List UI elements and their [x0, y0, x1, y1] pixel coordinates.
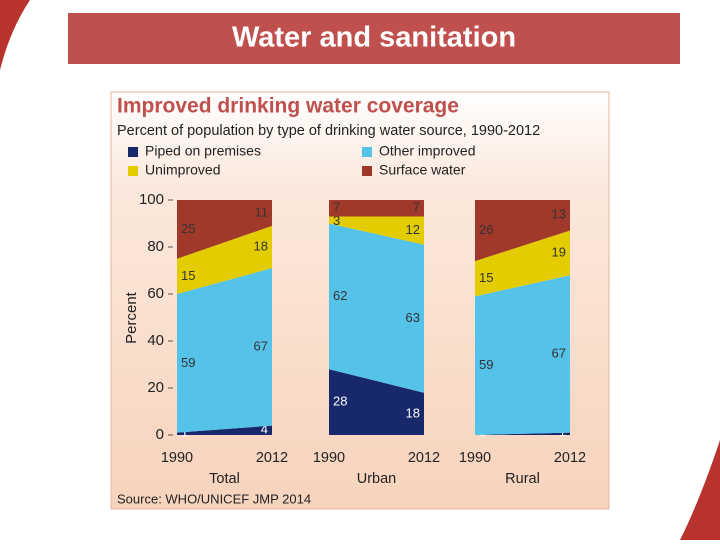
y-tick-label: 40	[147, 332, 164, 349]
legend-swatch	[362, 166, 372, 176]
x-tick-label: 1990	[313, 450, 345, 466]
data-label: 12	[406, 222, 420, 237]
y-axis-label: Percent	[123, 291, 140, 344]
data-label: 59	[479, 357, 493, 372]
area	[475, 230, 570, 297]
x-tick-label: 1990	[459, 450, 491, 466]
area	[329, 369, 424, 435]
panel-label: Rural	[505, 471, 540, 487]
y-tick-label: 0	[156, 426, 164, 443]
y-tick-label: 20	[147, 379, 164, 396]
area	[329, 200, 424, 217]
data-label: 7	[413, 200, 420, 215]
decoration	[0, 0, 30, 70]
title-bar	[68, 13, 680, 64]
x-tick-label: 2012	[554, 450, 586, 466]
x-tick-label: 1990	[161, 450, 193, 466]
legend-label: Surface water	[379, 162, 466, 178]
data-label: 15	[479, 270, 493, 285]
data-label: 62	[333, 288, 347, 303]
decoration	[680, 440, 720, 540]
legend-swatch	[362, 147, 372, 157]
area	[177, 425, 272, 435]
data-label: 25	[181, 221, 195, 236]
legend-swatch	[128, 147, 138, 157]
data-label: 3	[333, 213, 340, 228]
data-label: 63	[406, 310, 420, 325]
legend-label: Piped on premises	[145, 143, 261, 159]
data-label: 11	[255, 204, 269, 219]
data-label: 67	[552, 345, 566, 360]
legend-label: Unimproved	[145, 162, 220, 178]
area	[329, 216, 424, 245]
y-tick-label: 60	[147, 285, 164, 302]
data-label: 19	[552, 244, 566, 259]
area	[177, 225, 272, 294]
y-tick-label: 80	[147, 238, 164, 255]
x-tick-label: 2012	[408, 450, 440, 466]
data-label: 4	[261, 422, 268, 437]
data-label: 67	[254, 338, 268, 353]
data-label: 13	[552, 207, 566, 222]
source: Source: WHO/UNICEF JMP 2014	[117, 491, 311, 506]
data-label: 18	[406, 405, 420, 420]
y-tick-label: 100	[139, 191, 164, 208]
area	[475, 432, 570, 435]
data-label: 28	[333, 394, 347, 409]
x-tick-label: 2012	[256, 450, 288, 466]
panel-label: Total	[209, 471, 240, 487]
area	[177, 200, 272, 259]
slide-title: Water and sanitation	[232, 22, 516, 54]
area	[177, 268, 272, 433]
chart-subtitle: Percent of population by type of drinkin…	[117, 123, 540, 139]
area	[329, 223, 424, 393]
legend-swatch	[128, 166, 138, 176]
panel-label: Urban	[357, 471, 397, 487]
data-label: 18	[254, 238, 268, 253]
area	[475, 200, 570, 262]
chart-title: Improved drinking water coverage	[117, 95, 459, 118]
legend-label: Other improved	[379, 143, 475, 159]
data-label: 15	[181, 268, 195, 283]
area	[475, 275, 570, 435]
data-label: 26	[479, 222, 493, 237]
data-label: 59	[181, 355, 195, 370]
data-label: 7	[333, 200, 340, 215]
